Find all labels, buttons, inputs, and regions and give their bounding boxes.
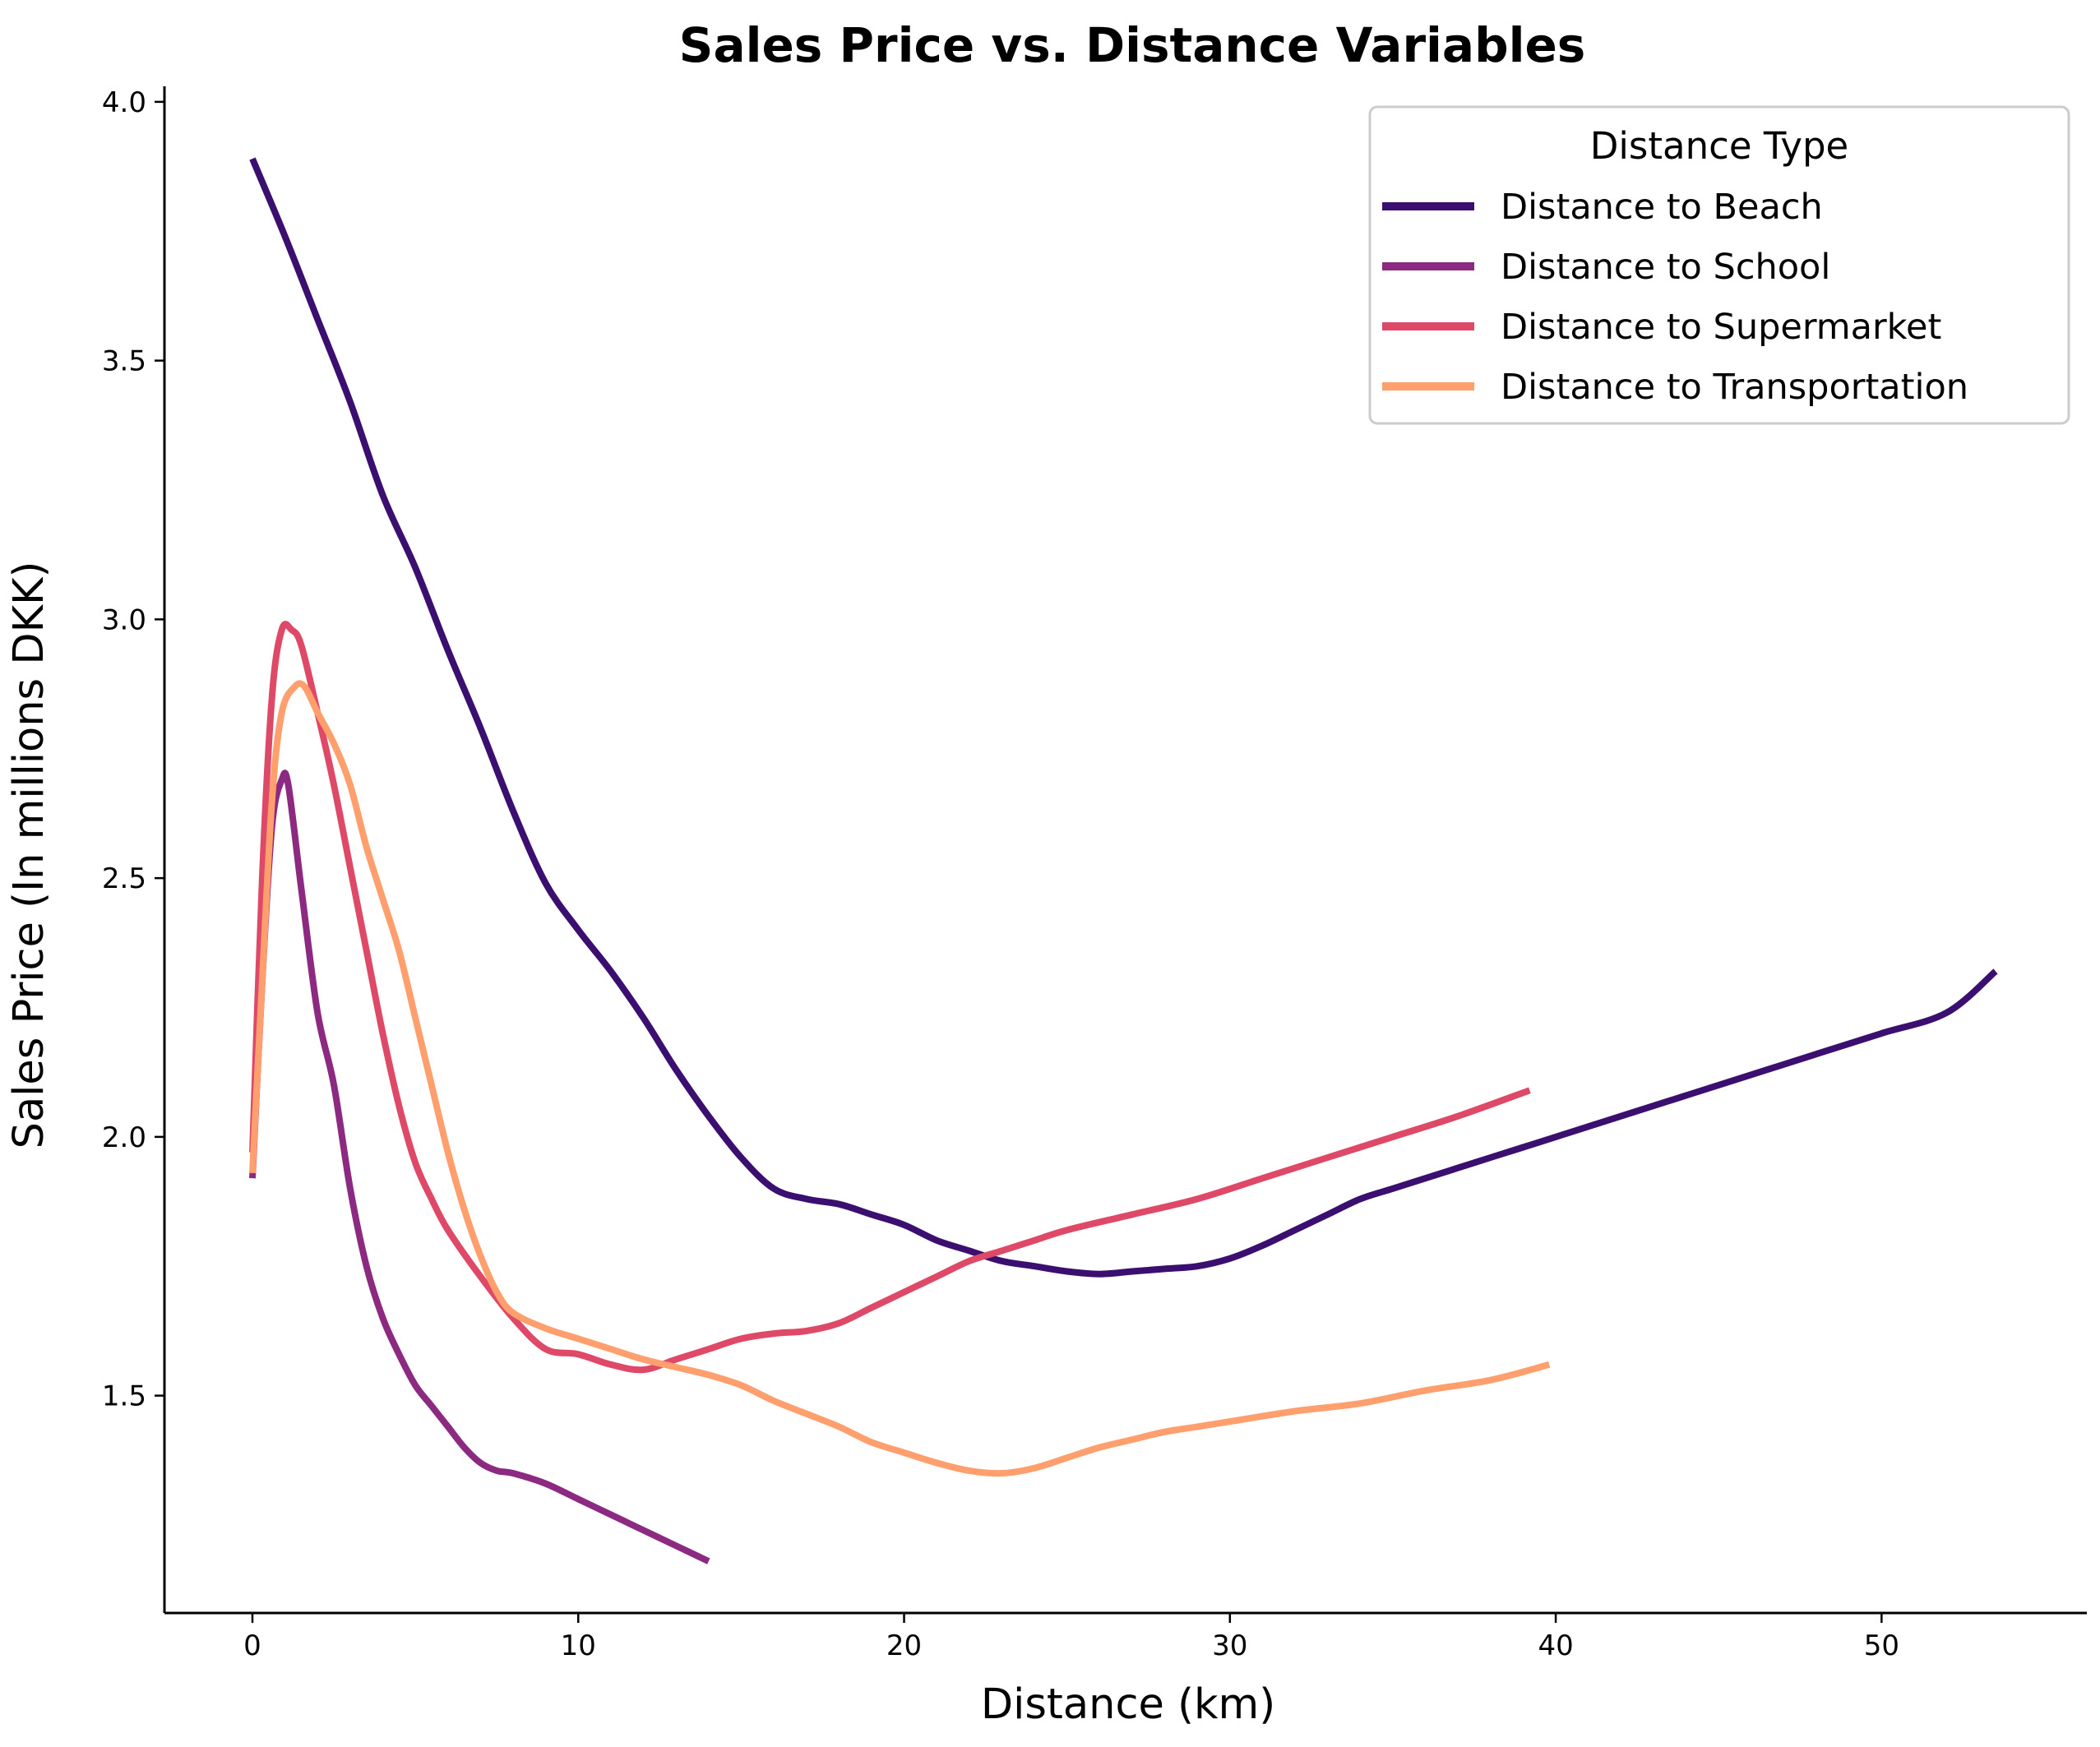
x-tick-label: 50 bbox=[1864, 1629, 1899, 1662]
y-axis-ticks: 1.5 2.0 2.5 3.0 3.5 4.0 bbox=[102, 86, 164, 1413]
legend-title: Distance Type bbox=[1590, 124, 1848, 168]
x-tick-label: 20 bbox=[886, 1629, 922, 1662]
y-tick-label: 3.5 bbox=[102, 345, 146, 378]
x-tick-label: 30 bbox=[1212, 1629, 1247, 1662]
legend-box bbox=[1368, 105, 2070, 425]
legend-label-distance-to-supermarket: Distance to Supermarket bbox=[1501, 307, 1941, 348]
legend: Distance Type Distance to BeachDistance … bbox=[1368, 105, 2070, 425]
y-tick-label: 2.5 bbox=[102, 862, 146, 895]
legend-label-distance-to-beach: Distance to Beach bbox=[1501, 187, 1823, 228]
x-tick-label: 0 bbox=[243, 1629, 261, 1662]
plot-area bbox=[249, 157, 1998, 1564]
y-tick-label: 1.5 bbox=[102, 1380, 146, 1413]
y-tick-label: 3.0 bbox=[102, 603, 146, 636]
series-line-distance-to-supermarket bbox=[249, 621, 1531, 1374]
axes-spines bbox=[163, 86, 2087, 1615]
series-line-distance-to-transportation bbox=[249, 680, 1551, 1477]
x-axis-label: Distance (km) bbox=[981, 1680, 1275, 1729]
x-axis-ticks: 0 10 20 30 40 50 bbox=[243, 1613, 1899, 1662]
chart-title: Sales Price vs. Distance Variables bbox=[679, 17, 1586, 73]
y-tick-label: 4.0 bbox=[102, 86, 146, 119]
series-line-distance-to-school bbox=[249, 770, 710, 1564]
y-axis-label: Sales Price (In millions DKK) bbox=[5, 562, 53, 1149]
legend-label-distance-to-transportation: Distance to Transportation bbox=[1501, 367, 1968, 408]
x-tick-label: 40 bbox=[1538, 1629, 1573, 1662]
y-tick-label: 2.0 bbox=[102, 1121, 146, 1154]
legend-entries: Distance to Beach Distance to School Dista… bbox=[1382, 187, 1968, 408]
legend-label-distance-to-school: Distance to School bbox=[1501, 247, 1830, 288]
x-tick-label: 10 bbox=[561, 1629, 596, 1662]
